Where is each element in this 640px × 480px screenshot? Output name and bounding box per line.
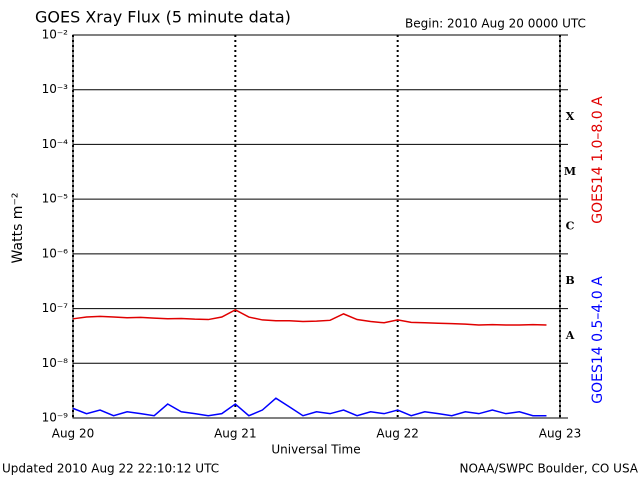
chart-subtitle: Begin: 2010 Aug 20 0000 UTC xyxy=(405,17,586,31)
flare-class-label: X xyxy=(566,110,575,123)
legend-entry: GOES14 1.0–8.0 A xyxy=(590,96,606,224)
series-line xyxy=(72,308,547,326)
x-tick-label: Aug 20 xyxy=(52,427,95,441)
flare-class-label: A xyxy=(565,329,575,342)
footer-right: NOAA/SWPC Boulder, CO USA xyxy=(460,462,639,476)
y-tick-label: 10⁻⁵ xyxy=(42,192,69,206)
y-tick-label: 10⁻² xyxy=(42,28,69,42)
y-tick-label: 10⁻⁸ xyxy=(42,356,69,370)
y-tick-label: 10⁻⁷ xyxy=(42,301,69,315)
flare-class-label: C xyxy=(566,220,575,233)
series-line xyxy=(72,397,547,417)
flare-class-label: M xyxy=(564,165,576,178)
x-tick-label: Aug 23 xyxy=(539,427,582,441)
y-tick-label: 10⁻⁶ xyxy=(42,246,69,260)
x-axis-label: Universal Time xyxy=(271,443,360,457)
y-tick-label: 10⁻⁴ xyxy=(42,137,69,151)
x-tick-label: Aug 21 xyxy=(214,427,257,441)
y-tick-label: 10⁻³ xyxy=(42,82,69,96)
chart-title: GOES Xray Flux (5 minute data) xyxy=(35,8,291,27)
legend-entry: GOES14 0.5–4.0 A xyxy=(590,276,606,404)
footer-left: Updated 2010 Aug 22 22:10:12 UTC xyxy=(2,462,219,476)
flare-class-label: B xyxy=(565,274,574,287)
x-tick-label: Aug 22 xyxy=(376,427,419,441)
y-tick-label: 10⁻⁹ xyxy=(42,411,69,425)
plot-frame xyxy=(72,34,561,419)
y-axis-label: Watts m⁻² xyxy=(10,193,26,264)
